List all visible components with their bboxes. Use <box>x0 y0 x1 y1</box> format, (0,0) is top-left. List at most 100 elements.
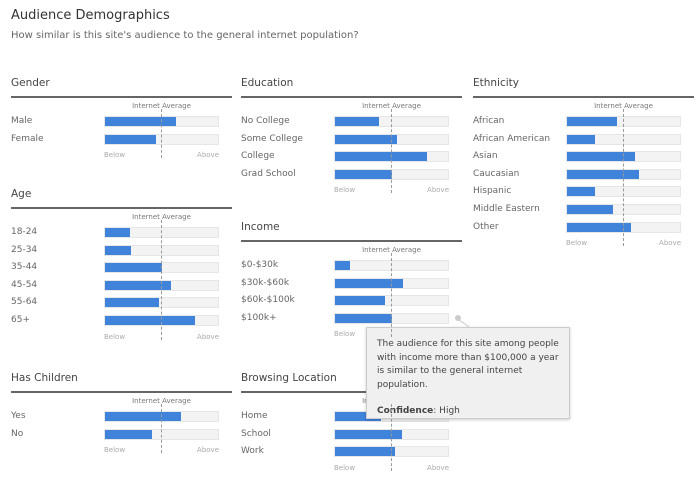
bar-row[interactable]: $30k-$60k <box>241 276 462 294</box>
bar-row[interactable]: 45-54 <box>11 278 232 296</box>
section-title: Browsing Location <box>241 372 337 384</box>
bar-fill <box>105 298 160 308</box>
bar-label: No <box>11 428 24 439</box>
tooltip-anchor-dot <box>455 315 461 321</box>
bar-row[interactable]: 25-34 <box>11 243 232 261</box>
above-label: Above <box>427 186 449 195</box>
bar-fill <box>335 296 385 306</box>
bar-fill <box>335 117 380 126</box>
bar-fill <box>567 117 617 126</box>
above-label: Above <box>659 239 681 248</box>
internet-average-label: Internet Average <box>362 102 421 110</box>
bar-row[interactable]: Some College <box>241 132 462 150</box>
bar-row[interactable]: $0-$30k <box>241 258 462 276</box>
section-title: Ethnicity <box>473 77 519 89</box>
bar-fill <box>105 429 153 439</box>
bar-row[interactable]: Male <box>11 114 232 132</box>
bar-fill <box>335 152 427 162</box>
section-education: Education Internet Average No College So… <box>241 75 462 194</box>
bar-row[interactable]: Female <box>11 132 232 150</box>
bar-row[interactable]: African <box>473 114 694 132</box>
income-tooltip: The audience for this site among people … <box>366 327 570 419</box>
bar-row[interactable]: School <box>241 427 462 445</box>
bar-row[interactable]: 65+ <box>11 313 232 331</box>
bar-fill <box>335 447 395 457</box>
bar-row[interactable]: 35-44 <box>11 260 232 278</box>
bar-row[interactable]: $100k+ <box>241 311 462 329</box>
bar-row[interactable]: Work <box>241 444 462 462</box>
bar-row[interactable]: Asian <box>473 149 694 167</box>
internet-average-label: Internet Average <box>132 213 191 221</box>
bar-fill <box>335 261 350 270</box>
average-line <box>161 220 162 340</box>
bar-row[interactable]: No College <box>241 114 462 132</box>
bar-label: $100k+ <box>241 312 277 323</box>
bar-label: 45-54 <box>11 279 38 290</box>
internet-average-label: Internet Average <box>362 246 421 254</box>
section-divider <box>241 240 462 242</box>
section-title: Gender <box>11 77 50 89</box>
section-income: Income Internet Average $0-$30k $30k-$60… <box>241 219 462 338</box>
bar-label: Female <box>11 133 44 144</box>
section-title: Income <box>241 221 280 233</box>
bar-fill <box>105 228 130 237</box>
section-divider <box>11 207 232 209</box>
section-divider <box>473 96 694 98</box>
above-label: Above <box>197 332 219 341</box>
bar-row[interactable]: Caucasian <box>473 167 694 185</box>
tooltip-confidence: Confidence: High <box>377 406 460 416</box>
below-label: Below <box>334 186 356 195</box>
bar-label: 18-24 <box>11 227 38 237</box>
bar-row[interactable]: 18-24 <box>11 225 232 243</box>
bar-label: Grad School <box>241 168 296 179</box>
bar-label: African American <box>473 133 551 144</box>
section-age: Age Internet Average 18-24 25-34 35-44 4… <box>11 186 232 341</box>
bar-row[interactable]: 55-64 <box>11 295 232 313</box>
bar-list: African African American Asian Caucasian… <box>473 114 694 237</box>
bar-row[interactable]: Middle Eastern <box>473 202 694 220</box>
bar-label: School <box>241 428 271 439</box>
bar-row[interactable]: Grad School <box>241 167 462 185</box>
tooltip-text: The audience for this site among people … <box>377 339 559 390</box>
bar-row[interactable]: African American <box>473 132 694 150</box>
bar-row[interactable]: Yes <box>11 409 232 427</box>
below-label: Below <box>566 239 588 248</box>
average-line <box>391 253 392 338</box>
bar-list: Yes No <box>11 409 232 444</box>
below-label: Below <box>104 151 126 160</box>
bar-fill <box>567 222 632 232</box>
bar-label: African <box>473 116 505 126</box>
bar-label: 55-64 <box>11 297 38 308</box>
bar-label: 65+ <box>11 314 30 325</box>
bar-row[interactable]: No <box>11 427 232 445</box>
bar-label: Other <box>473 221 499 232</box>
bar-label: Male <box>11 116 33 126</box>
average-line <box>623 109 624 247</box>
page-subtitle: How similar is this site's audience to t… <box>11 30 359 41</box>
section-title: Has Children <box>11 372 78 384</box>
bar-fill <box>567 169 640 179</box>
bar-label: Some College <box>241 133 303 144</box>
bar-fill <box>335 313 392 323</box>
below-label: Below <box>104 332 126 341</box>
bar-label: No College <box>241 116 290 126</box>
average-line <box>391 109 392 194</box>
section-title: Education <box>241 77 294 89</box>
page-title: Audience Demographics <box>11 8 170 23</box>
bar-fill <box>335 134 398 144</box>
above-label: Above <box>197 151 219 160</box>
section-divider <box>241 391 462 393</box>
bar-fill <box>567 187 596 197</box>
bar-label: Caucasian <box>473 168 520 179</box>
bar-list: No College Some College College Grad Sch… <box>241 114 462 184</box>
internet-average-label: Internet Average <box>132 397 191 405</box>
bar-label: Home <box>241 411 268 421</box>
above-label: Above <box>427 463 449 472</box>
average-line <box>391 404 392 471</box>
bar-fill <box>335 429 402 439</box>
bar-row[interactable]: Hispanic <box>473 184 694 202</box>
bar-row[interactable]: Other <box>473 220 694 238</box>
bar-label: $60k-$100k <box>241 295 295 306</box>
bar-row[interactable]: College <box>241 149 462 167</box>
bar-row[interactable]: $60k-$100k <box>241 293 462 311</box>
